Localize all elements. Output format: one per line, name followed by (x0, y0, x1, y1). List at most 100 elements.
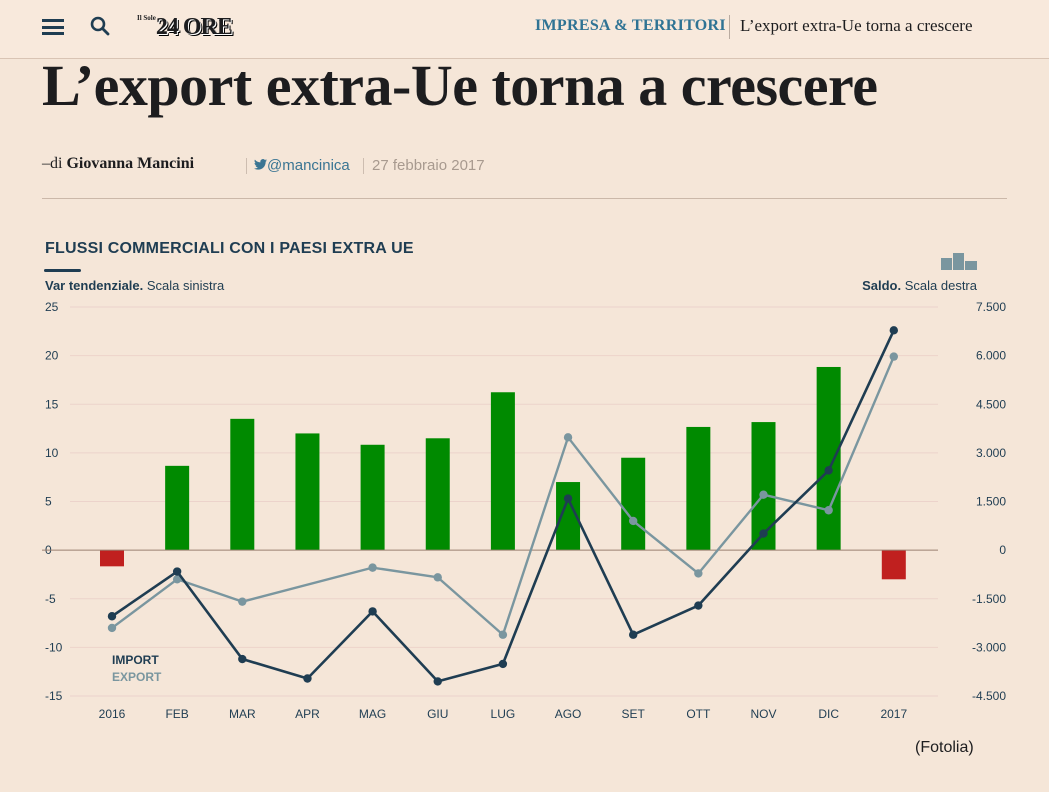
right-tick-label: -4.500 (972, 689, 1006, 703)
right-axis-label-text: Scala destra (904, 278, 977, 293)
byline: –di Giovanna Mancini (42, 155, 194, 173)
x-tick-label: LUG (491, 707, 516, 721)
saldo-bar (295, 433, 320, 551)
left-tick-label: 10 (45, 446, 59, 460)
export-point (824, 506, 833, 515)
export-point (498, 630, 508, 639)
legend-import: IMPORT (112, 653, 159, 667)
x-tick-label: AGO (555, 707, 582, 721)
top-bar: Il Sole24 ORE IMPRESA & TERRITORI L’expo… (0, 0, 1049, 59)
saldo-bar (230, 418, 255, 551)
import-point (629, 630, 638, 639)
import-point (759, 529, 768, 538)
article-title: L’export extra-Ue torna a crescere (42, 53, 878, 118)
import-point (303, 674, 312, 683)
import-point (563, 494, 573, 503)
author-name[interactable]: Giovanna Mancini (66, 155, 195, 172)
left-axis-label: Var tendenziale. Scala sinistra (45, 278, 224, 293)
saldo-bar (881, 550, 906, 580)
saldo-bar (751, 422, 776, 551)
divider (729, 15, 730, 39)
image-credit: (Fotolia) (915, 739, 974, 756)
import-point (238, 654, 247, 664)
bar-chart-icon[interactable] (941, 253, 977, 270)
right-tick-label: -1.500 (972, 592, 1006, 606)
logo-big: 24 ORE (155, 14, 233, 40)
export-point (759, 490, 768, 499)
import-point (368, 607, 377, 616)
export-point (172, 575, 182, 584)
export-point (107, 623, 117, 633)
left-tick-label: 20 (45, 349, 59, 363)
export-point (629, 516, 638, 526)
x-tick-label: OTT (686, 707, 711, 721)
right-axis-label: Saldo. Scala destra (862, 278, 977, 293)
export-point (694, 569, 703, 578)
import-point (889, 326, 898, 335)
chart-title: FLUSSI COMMERCIALI CON I PAESI EXTRA UE (45, 240, 414, 257)
export-point (433, 573, 442, 582)
right-tick-label: 1.500 (976, 495, 1006, 509)
x-tick-label: DIC (818, 707, 839, 721)
divider (42, 198, 1007, 199)
x-tick-label: NOV (750, 707, 776, 721)
left-tick-label: 25 (45, 300, 59, 314)
twitter-icon (254, 159, 267, 170)
logo-small: Il Sole (137, 14, 156, 22)
saldo-bar (165, 465, 190, 551)
left-tick-label: 15 (45, 397, 59, 411)
left-axis-label-text: Scala sinistra (146, 278, 225, 293)
saldo-bar (425, 438, 450, 551)
right-tick-label: 0 (999, 543, 1006, 557)
import-point (172, 567, 182, 576)
x-tick-label: SET (622, 707, 646, 721)
divider (246, 158, 247, 174)
saldo-bar (100, 550, 124, 567)
section-link[interactable]: IMPRESA & TERRITORI (535, 17, 726, 34)
saldo-bar (686, 426, 711, 551)
x-tick-label: 2016 (99, 707, 126, 721)
import-point (107, 612, 117, 621)
export-point (889, 352, 898, 361)
export-point (368, 563, 377, 572)
import-point (433, 677, 442, 686)
export-point (563, 433, 573, 442)
saldo-bar (621, 457, 646, 551)
site-logo[interactable]: Il Sole24 ORE (137, 14, 233, 41)
left-tick-label: -5 (45, 592, 56, 606)
x-tick-label: MAR (229, 707, 256, 721)
search-icon[interactable] (90, 16, 110, 38)
right-tick-label: 7.500 (976, 300, 1006, 314)
x-tick-label: GIU (427, 707, 448, 721)
import-point (824, 466, 833, 475)
right-tick-label: -3.000 (972, 640, 1006, 654)
menu-icon[interactable] (42, 19, 64, 35)
export-line (111, 356, 895, 636)
title-underline (44, 269, 81, 272)
right-axis-label-bold: Saldo. (862, 278, 902, 293)
divider (363, 158, 364, 174)
right-tick-label: 3.000 (976, 446, 1006, 460)
import-point (498, 659, 508, 669)
x-tick-label: MAG (359, 707, 386, 721)
x-tick-label: 2017 (880, 707, 907, 721)
x-tick-label: APR (295, 707, 320, 721)
x-tick-label: FEB (165, 707, 188, 721)
left-tick-label: -15 (45, 689, 63, 703)
right-tick-label: 4.500 (976, 397, 1006, 411)
byline-prefix: –di (42, 155, 63, 172)
publish-date: 27 febbraio 2017 (372, 157, 485, 174)
export-point (238, 597, 247, 606)
left-tick-label: -10 (45, 640, 63, 654)
saldo-bar (360, 444, 385, 551)
saldo-bar (816, 366, 841, 551)
left-axis-label-bold: Var tendenziale. (45, 278, 144, 293)
left-tick-label: 5 (45, 495, 52, 509)
twitter-link[interactable]: @mancinica (254, 157, 350, 174)
breadcrumb-title: L’export extra-Ue torna a crescere (740, 16, 973, 35)
import-point (694, 601, 703, 610)
twitter-handle: @mancinica (267, 157, 350, 174)
right-tick-label: 6.000 (976, 349, 1006, 363)
saldo-bar (490, 392, 515, 551)
